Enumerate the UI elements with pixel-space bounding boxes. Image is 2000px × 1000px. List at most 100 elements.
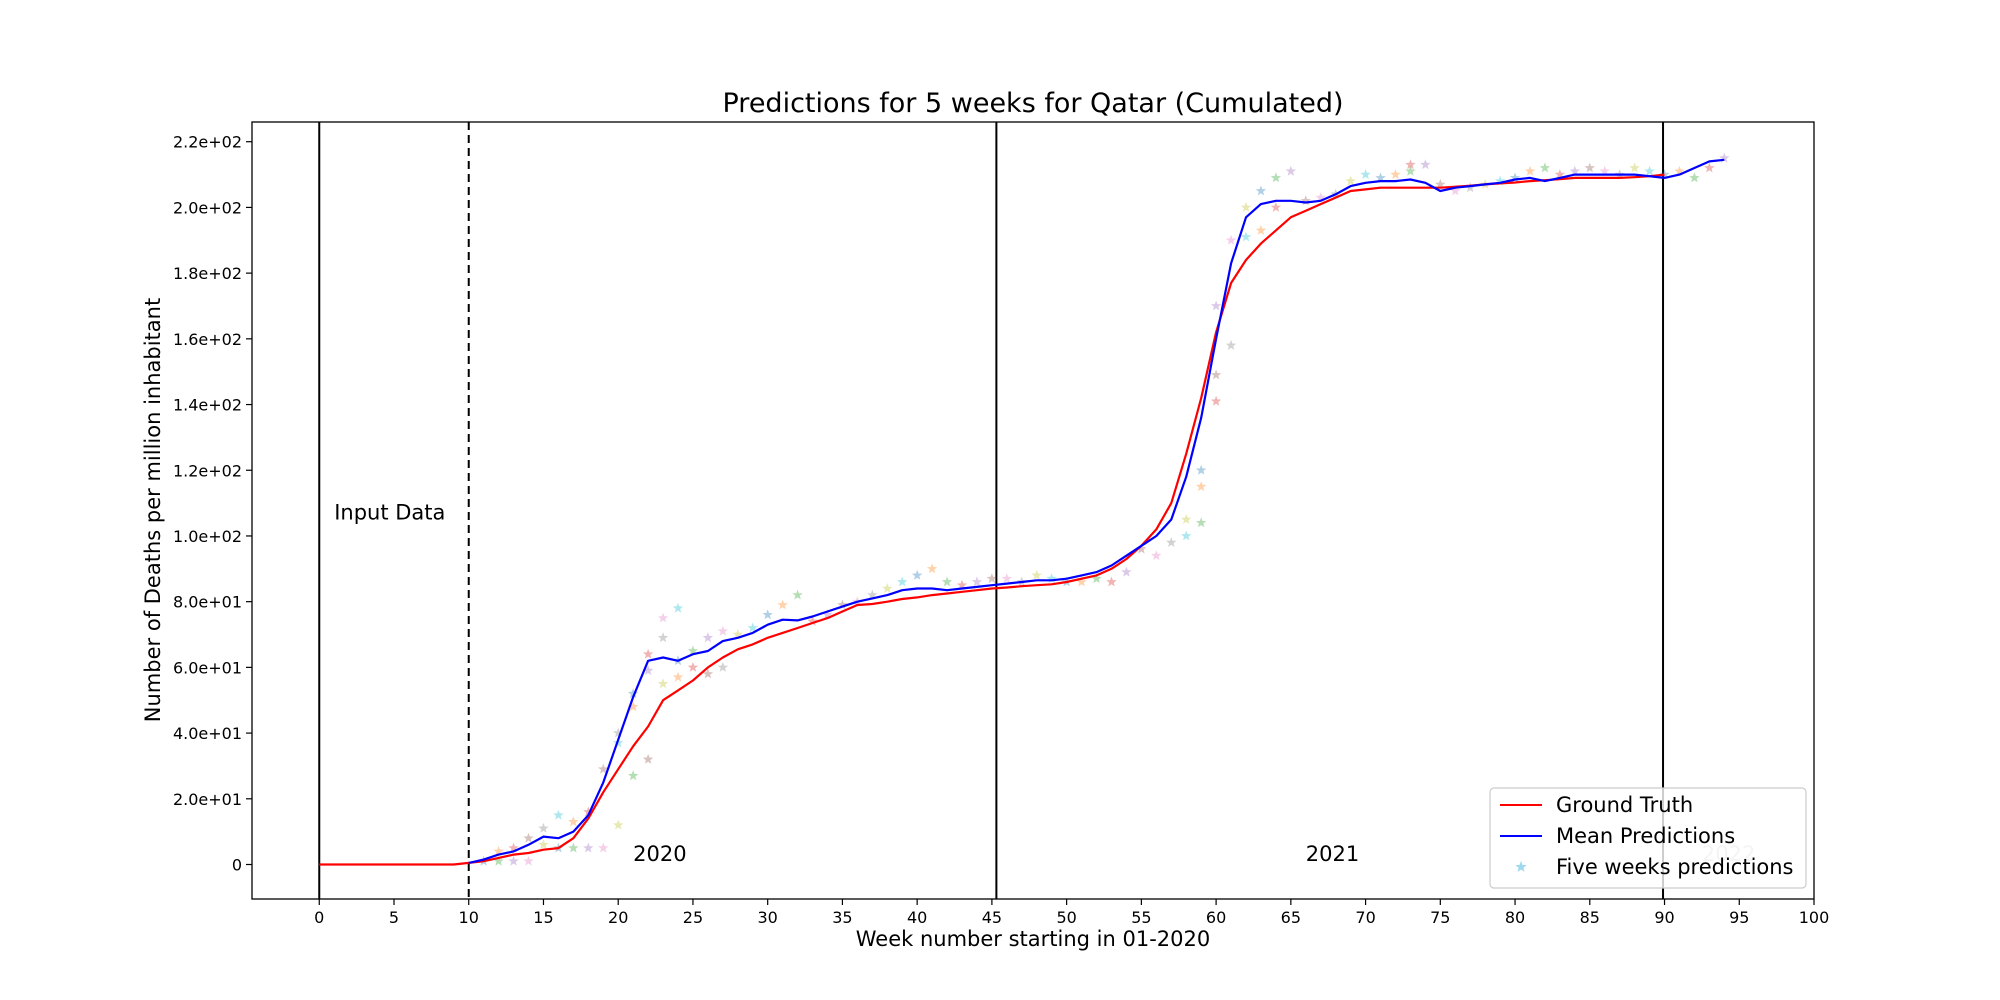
scatter-point: [568, 816, 579, 827]
legend-label-ground-truth: Ground Truth: [1556, 793, 1693, 817]
scatter-point: [1345, 175, 1356, 186]
y-tick-label: 4.0e+01: [173, 724, 242, 743]
scatter-point: [1270, 172, 1282, 183]
y-tick-label: 6.0e+01: [173, 658, 242, 677]
scatter-point: [1136, 543, 1147, 554]
scatter-point: [613, 819, 624, 830]
scatter-point: [1704, 162, 1715, 173]
scatter-point: [717, 625, 729, 636]
y-tick-label: 1.0e+02: [173, 527, 242, 546]
scatter-point: [1450, 185, 1461, 196]
scatter-point: [1195, 464, 1207, 475]
scatter-point: [627, 688, 639, 699]
scatter-point: [508, 842, 519, 853]
scatter-point: [627, 701, 639, 712]
x-tick-label: 65: [1281, 908, 1301, 927]
scatter-point: [1255, 185, 1267, 196]
scatter-point: [1509, 172, 1521, 183]
legend: Ground Truth Mean Predictions Five weeks…: [1489, 787, 1807, 889]
scatter-point: [1524, 165, 1536, 176]
x-tick-label: 50: [1056, 908, 1076, 927]
scatter-point: [568, 842, 579, 853]
legend-box: [1489, 787, 1807, 889]
x-tick-label: 55: [1131, 908, 1151, 927]
scatter-point: [1569, 165, 1581, 176]
scatter-point: [732, 629, 743, 639]
scatter-point: [1599, 165, 1610, 176]
scatter-point: [792, 589, 803, 600]
scatter-point: [1375, 172, 1386, 183]
scatter-point: [1181, 530, 1192, 541]
scatter-point: [1629, 162, 1640, 173]
x-tick-label: 60: [1206, 908, 1226, 927]
scatter-point: [1300, 195, 1311, 206]
scatter-point: [1031, 569, 1042, 580]
scatter-point: [1106, 576, 1117, 587]
scatter-point: [1225, 339, 1237, 350]
scatter-point: [657, 612, 669, 623]
scatter-point: [807, 615, 818, 626]
scatter-point: [1046, 573, 1057, 584]
scatter-point: [1719, 152, 1730, 163]
x-axis-label: Week number starting in 01-2020: [856, 927, 1210, 951]
scatter-point: [1240, 201, 1252, 212]
scatter-point: [672, 671, 684, 682]
scatter-point: [687, 661, 699, 672]
scatter-point: [493, 855, 504, 866]
scatter-point: [1255, 224, 1267, 235]
legend-label-five-weeks-predictions: Five weeks predictions: [1556, 855, 1794, 879]
scatter-point: [553, 809, 564, 820]
y-tick-label: 1.6e+02: [173, 330, 242, 349]
scatter-point: [762, 609, 773, 620]
x-tick-label: 25: [683, 908, 703, 927]
scatter-point: [642, 665, 654, 676]
y-tick-label: 0: [232, 856, 242, 875]
scatter-point: [1584, 162, 1595, 173]
scatter-point: [523, 832, 534, 843]
chart-title: Predictions for 5 weeks for Qatar (Cumul…: [723, 88, 1344, 119]
scatter-point: [986, 573, 998, 584]
scatter-point: [1554, 169, 1566, 179]
scatter-point: [538, 839, 549, 850]
x-tick-label: 15: [533, 908, 553, 927]
scatter-point: [598, 763, 609, 774]
scatter-point: [1405, 165, 1416, 176]
scatter-point: [642, 648, 654, 659]
scatter-point: [867, 589, 878, 600]
x-tick-label: 5: [389, 908, 399, 927]
scatter-point: [1091, 573, 1102, 584]
scatter-point: [657, 632, 669, 643]
scatter-point: [1240, 231, 1252, 242]
annotation-label: 2021: [1306, 842, 1359, 866]
scatter-point: [926, 563, 938, 574]
scatter-point: [657, 678, 669, 689]
scatter-point: [583, 806, 594, 817]
scatter-point: [1494, 175, 1506, 186]
scatter-point: [1225, 234, 1237, 245]
scatter-point: [1539, 162, 1551, 173]
scatter-point: [956, 579, 968, 590]
scatter-point: [508, 855, 519, 866]
x-tick-label: 95: [1729, 908, 1749, 927]
y-tick-label: 2.0e+01: [173, 790, 242, 809]
scatter-point: [583, 842, 594, 853]
scatter-point: [1360, 169, 1371, 179]
scatter-point: [1674, 165, 1685, 176]
line-series: [319, 158, 1725, 866]
y-axis-label: Number of Deaths per million inhabitant: [141, 298, 165, 722]
scatter-point: [1390, 169, 1401, 179]
y-tick-label: 8.0e+01: [173, 593, 242, 612]
x-tick-label: 85: [1580, 908, 1600, 927]
x-tick-label: 90: [1654, 908, 1674, 927]
scatter-point: [613, 727, 624, 738]
scatter-point: [911, 569, 923, 580]
scatter-point: [717, 661, 729, 672]
scatter-point: [747, 622, 758, 633]
y-axis: 0 2.0e+01 4.0e+01 6.0e+01 8.0e+01 1.0e+02 1.2e…: [173, 133, 252, 875]
x-tick-label: 45: [982, 908, 1002, 927]
scatter-point: [1076, 576, 1087, 587]
x-tick-label: 10: [459, 908, 479, 927]
scatter-point: [1151, 550, 1162, 561]
x-tick-label: 75: [1430, 908, 1450, 927]
